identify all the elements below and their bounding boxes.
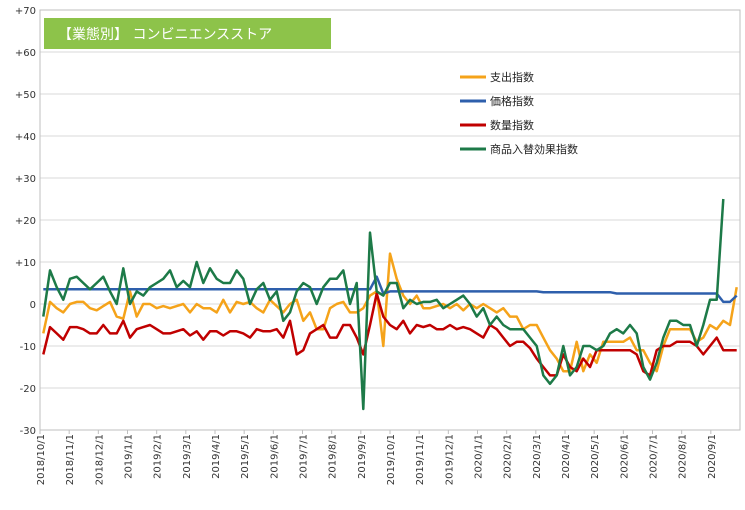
legend-label: 価格指数 [490,94,534,108]
chart-title-background [44,18,331,49]
x-tick-label: 2018/10/1 [36,434,47,485]
x-tick-label: 2020/1/1 [474,434,485,479]
chart-title: 【業態別】 コンビニエンスストア [58,27,272,43]
series-line-3 [42,292,737,377]
x-tick-label: 2019/4/1 [211,434,222,479]
x-tick-label: 2018/12/1 [94,434,105,485]
legend-label: 商品入替効果指数 [490,142,578,156]
series-lines [42,198,738,411]
x-tick-label: 2020/5/1 [590,434,601,479]
x-tick-label: 2019/1/1 [124,434,135,479]
x-tick-label: 2019/10/1 [386,434,397,485]
y-tick-label: +40 [15,132,36,143]
x-tick-label: 2019/8/1 [328,434,339,479]
x-tick-label: 2020/3/1 [532,434,543,479]
x-tick-label: 2019/5/1 [240,434,251,479]
x-tick-label: 2019/6/1 [269,434,280,479]
y-tick-label: +70 [15,6,36,17]
y-tick-label: +10 [15,258,36,269]
legend-label: 数量指数 [490,118,534,132]
y-tick-label: 0 [30,300,36,311]
y-tick-label: +50 [15,90,36,101]
y-tick-label: +60 [15,48,36,59]
x-axis-ticks: 2018/10/1 2018/11/1 2018/12/1 2019/1/1 2019/… [36,430,718,485]
x-tick-label: 2020/7/1 [649,434,660,479]
x-tick-label: 2020/4/1 [561,434,572,479]
x-tick-label: 2020/2/1 [503,434,514,479]
x-tick-label: 2019/11/1 [415,434,426,485]
x-tick-label: 2018/11/1 [65,434,76,485]
chart-title-box: 【業態別】 コンビニエンスストア [44,18,331,49]
y-tick-label: -20 [20,384,36,395]
x-tick-label: 2019/12/1 [444,434,455,485]
series-line-1 [42,252,738,373]
y-tick-label: +30 [15,174,36,185]
series-line-4 [42,198,725,411]
y-axis-ticks: -30 -20 -10 0 +10 +20 +30 +40 +50 +60 +70 [15,6,36,437]
y-tick-label: -30 [20,426,36,437]
y-tick-label: +20 [15,216,36,227]
x-tick-label: 2019/3/1 [182,434,193,479]
y-tick-label: -10 [20,342,36,353]
x-tick-label: 2020/6/1 [619,434,630,479]
series-line-2 [43,275,738,304]
gridlines [40,9,740,431]
legend-label: 支出指数 [490,70,534,84]
x-tick-label: 2019/9/1 [357,434,368,479]
x-tick-label: 2020/9/1 [707,434,718,479]
x-tick-label: 2019/2/1 [153,434,164,479]
x-tick-label: 2020/8/1 [678,434,689,479]
plot-border [39,9,741,431]
x-tick-label: 2019/7/1 [299,434,310,479]
